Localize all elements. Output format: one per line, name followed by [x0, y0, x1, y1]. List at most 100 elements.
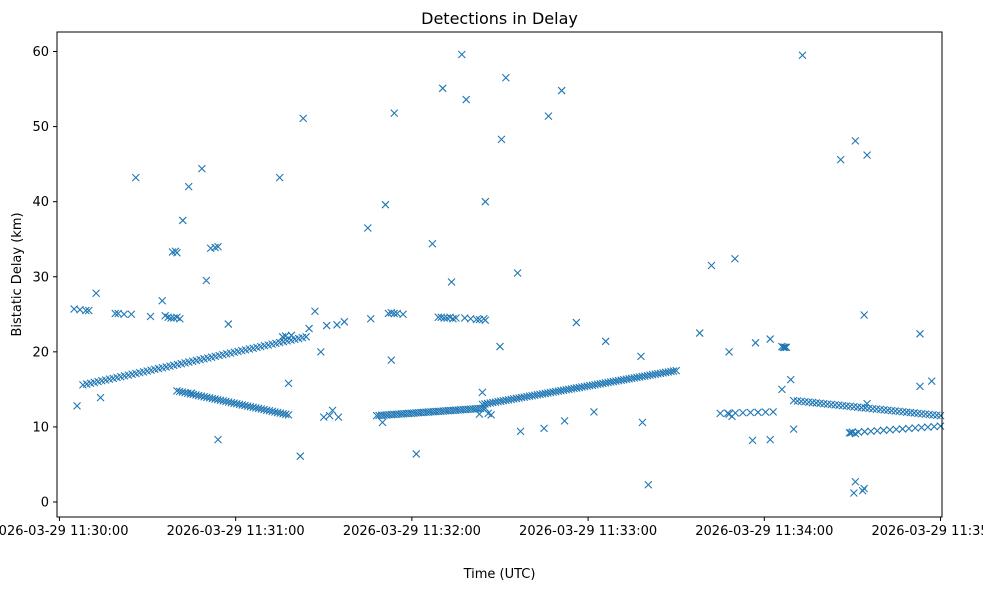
data-point-x-marker	[572, 318, 581, 327]
data-point-x-marker	[590, 408, 598, 416]
data-point-x-marker	[778, 385, 786, 394]
data-point-x-marker	[544, 112, 553, 120]
data-point-x-marker	[457, 50, 466, 59]
data-point-x-marker	[447, 278, 456, 286]
data-point-x-marker	[316, 347, 325, 356]
data-point-x-marker	[334, 413, 343, 422]
x-tick-label: 2026-03-29 11:33:00	[519, 524, 657, 539]
data-point-x-marker	[860, 484, 869, 493]
data-point-x-marker	[92, 289, 101, 298]
data-point-x-marker	[311, 307, 319, 316]
data-point-x-marker	[438, 84, 447, 93]
data-point-x-marker	[173, 248, 181, 257]
data-point-x-marker	[644, 480, 653, 489]
data-point-x-marker	[716, 409, 725, 418]
data-point-x-marker	[892, 425, 901, 434]
data-point-x-marker	[202, 276, 211, 285]
data-point-x-marker	[462, 95, 471, 104]
data-point-x-marker	[325, 411, 334, 420]
data-point-x-marker	[296, 452, 305, 461]
data-point-x-marker	[898, 425, 907, 433]
data-point-x-marker	[81, 306, 90, 315]
x-tick-label: 2026-03-29 11:35:00	[871, 524, 983, 539]
y-tick-label: 0	[41, 495, 49, 510]
data-point-x-marker	[860, 311, 869, 319]
data-point-x-marker	[851, 477, 860, 486]
y-tick-label: 20	[32, 345, 49, 360]
data-point-x-marker	[638, 418, 647, 427]
data-point-x-marker	[540, 424, 548, 433]
data-point-x-marker	[886, 425, 894, 434]
data-point-x-marker	[387, 356, 396, 364]
data-points	[70, 50, 945, 497]
data-point-x-marker	[927, 377, 936, 385]
data-point-x-marker	[707, 261, 716, 270]
data-point-x-marker	[472, 315, 481, 324]
x-axis-label: Time (UTC)	[463, 567, 536, 582]
data-point-x-marker	[779, 343, 788, 352]
data-point-x-marker	[481, 197, 490, 206]
data-point-x-marker	[184, 182, 193, 191]
data-point-x-marker	[366, 314, 375, 323]
data-point-x-marker	[497, 135, 506, 144]
y-tick-label: 40	[32, 195, 49, 210]
data-point-x-marker	[197, 164, 206, 173]
data-point-x-marker	[378, 418, 387, 427]
data-point-x-marker	[481, 316, 490, 325]
data-point-x-marker	[911, 424, 920, 432]
data-point-x-marker	[322, 321, 331, 330]
data-point-x-marker	[158, 296, 167, 305]
data-point-x-marker	[560, 417, 569, 425]
data-point-x-marker	[284, 411, 293, 419]
data-point-x-marker	[731, 254, 739, 263]
data-point-x-marker	[399, 310, 407, 319]
data-point-x-marker	[340, 317, 349, 326]
data-point-x-marker	[127, 310, 136, 319]
data-point-x-marker	[384, 309, 393, 318]
data-point-x-marker	[858, 486, 867, 495]
plot-frame	[56, 31, 943, 518]
y-tick-label: 50	[32, 120, 49, 135]
data-point-x-marker	[637, 352, 645, 361]
y-axis-label: Bistatic Delay (km)	[10, 212, 25, 336]
data-point-x-marker	[557, 86, 566, 95]
data-point-x-marker	[275, 173, 284, 182]
data-point-x-marker	[672, 366, 681, 375]
data-point-x-marker	[224, 320, 233, 328]
y-axis-ticks: 0 10 20 30 40 50 60	[32, 45, 57, 510]
data-point-x-marker	[478, 388, 487, 397]
data-point-x-marker	[930, 422, 939, 431]
data-point-x-marker	[214, 435, 222, 444]
x-tick-label: 2026-03-29 11:30:00	[0, 524, 128, 539]
data-point-x-marker	[449, 314, 457, 323]
data-point-x-marker	[175, 314, 184, 323]
data-point-x-marker	[601, 337, 610, 346]
data-point-x-marker	[780, 343, 789, 352]
data-point-x-marker	[333, 320, 341, 329]
data-point-x-marker	[873, 426, 882, 435]
data-point-x-marker	[452, 314, 460, 322]
data-point-x-marker	[178, 216, 187, 225]
data-point-x-marker	[723, 409, 732, 418]
data-point-x-marker	[916, 382, 924, 391]
data-point-x-marker	[146, 312, 155, 321]
data-point-x-marker	[669, 367, 678, 375]
data-point-x-marker	[513, 269, 522, 277]
data-point-x-marker	[851, 136, 860, 145]
x-tick-label: 2026-03-29 11:31:00	[167, 524, 305, 539]
data-point-x-marker	[284, 379, 293, 388]
data-point-x-marker	[501, 73, 510, 82]
data-point-x-marker	[748, 436, 757, 445]
data-point-x-marker	[766, 435, 775, 444]
data-point-x-marker	[786, 375, 795, 384]
data-point-x-marker	[73, 401, 81, 410]
chart-title: Detections in Delay	[421, 9, 578, 28]
data-point-x-marker	[305, 324, 313, 333]
data-point-x-marker	[754, 408, 762, 417]
data-point-x-marker	[302, 332, 311, 341]
data-point-x-marker	[516, 427, 525, 436]
data-point-x-marker	[860, 427, 869, 436]
data-point-x-marker	[319, 413, 328, 422]
data-point-x-marker	[214, 242, 222, 251]
data-point-x-marker	[782, 343, 791, 352]
